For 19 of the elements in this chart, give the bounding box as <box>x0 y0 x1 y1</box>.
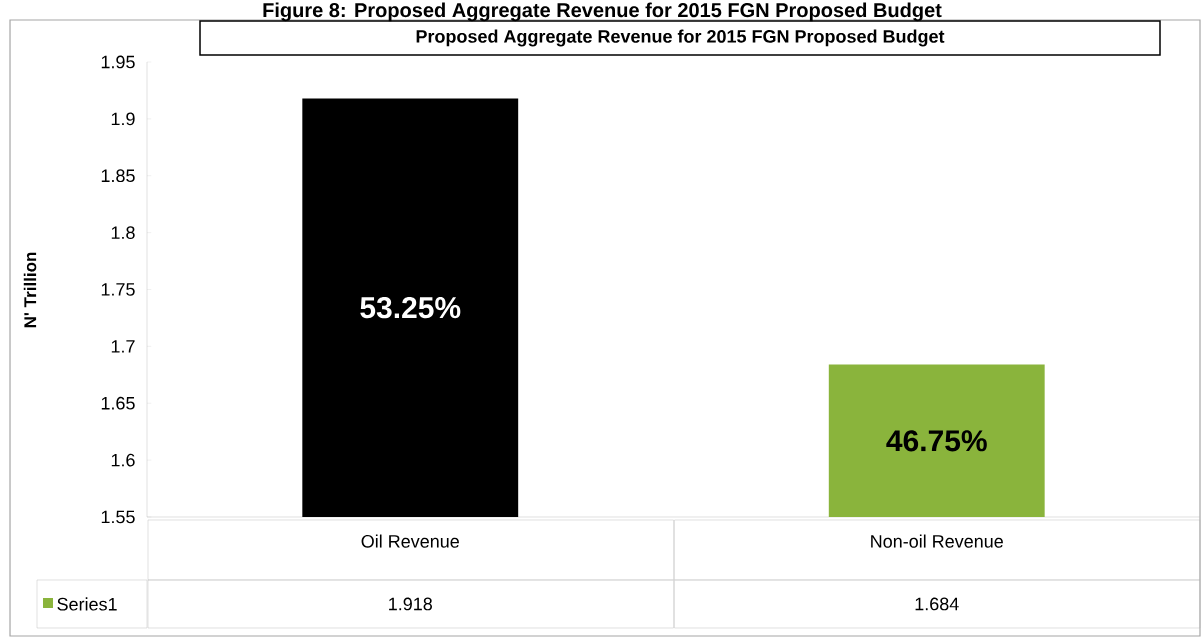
y-tick-label: 1.6 <box>111 453 135 467</box>
data-label: 1.684 <box>915 597 959 611</box>
data-label: 1.918 <box>389 597 432 611</box>
y-tick-label: 1.7 <box>111 340 135 353</box>
y-tick-label: 1.75 <box>101 283 135 296</box>
y-tick-label: 1.9 <box>111 112 135 126</box>
y-tick-label: 1.65 <box>101 396 135 410</box>
y-tick-label: 1.55 <box>101 510 135 524</box>
y-tick-label: 1.8 <box>111 226 135 239</box>
x-tick-label: Non-oil Revenue <box>871 534 1003 548</box>
y-tick-label: 1.95 <box>101 55 135 69</box>
y-axis-title: N' Trillion <box>23 252 37 328</box>
x-tick-label: Oil Revenue <box>361 534 459 548</box>
annotation: 46.75% <box>886 430 987 452</box>
y-tick-label: 1.85 <box>101 169 135 183</box>
legend-label: Series1 <box>57 597 117 611</box>
chart-title: Figure 8: Proposed Aggregate Revenue for 2015 FGN Proposed Budget <box>263 2 942 22</box>
chart-subtitle: Proposed Aggregate Revenue for 2015 FGN Proposed Budget <box>416 29 945 47</box>
annotation: 53.25% <box>360 297 461 319</box>
